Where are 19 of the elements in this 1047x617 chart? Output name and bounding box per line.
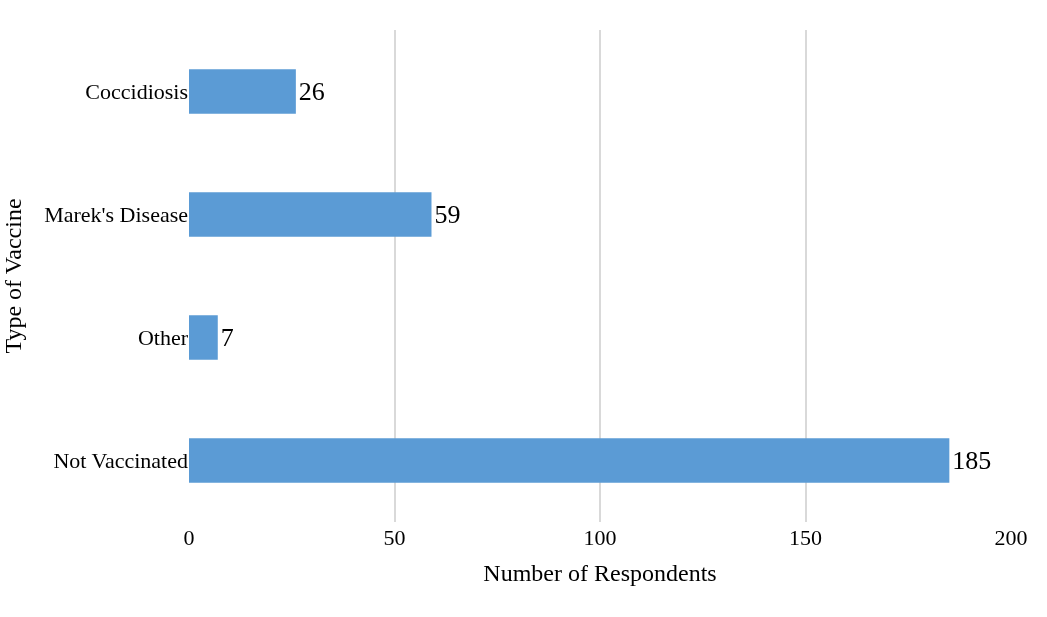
y-tick-label: Marek's Disease xyxy=(44,202,188,228)
data-label: 185 xyxy=(952,446,992,475)
data-label: 26 xyxy=(298,77,325,106)
y-tick-label: Coccidiosis xyxy=(85,79,188,105)
x-tick-label: 200 xyxy=(994,525,1028,550)
y-tick-label: Other xyxy=(137,325,189,351)
x-tick-label: 0 xyxy=(183,525,195,550)
bar xyxy=(189,438,950,483)
bar xyxy=(189,69,296,114)
x-axis-title: Number of Respondents xyxy=(483,560,717,587)
x-tick-label: 100 xyxy=(583,525,617,550)
x-tick-label: 50 xyxy=(383,525,406,550)
y-axis-title: Type of Vaccine xyxy=(0,198,27,354)
x-tick-label: 150 xyxy=(789,525,822,550)
bar xyxy=(189,315,218,360)
data-label: 7 xyxy=(220,323,234,352)
bar xyxy=(189,192,432,237)
y-tick-label: Not Vaccinated xyxy=(53,448,188,474)
data-label: 59 xyxy=(434,200,461,229)
